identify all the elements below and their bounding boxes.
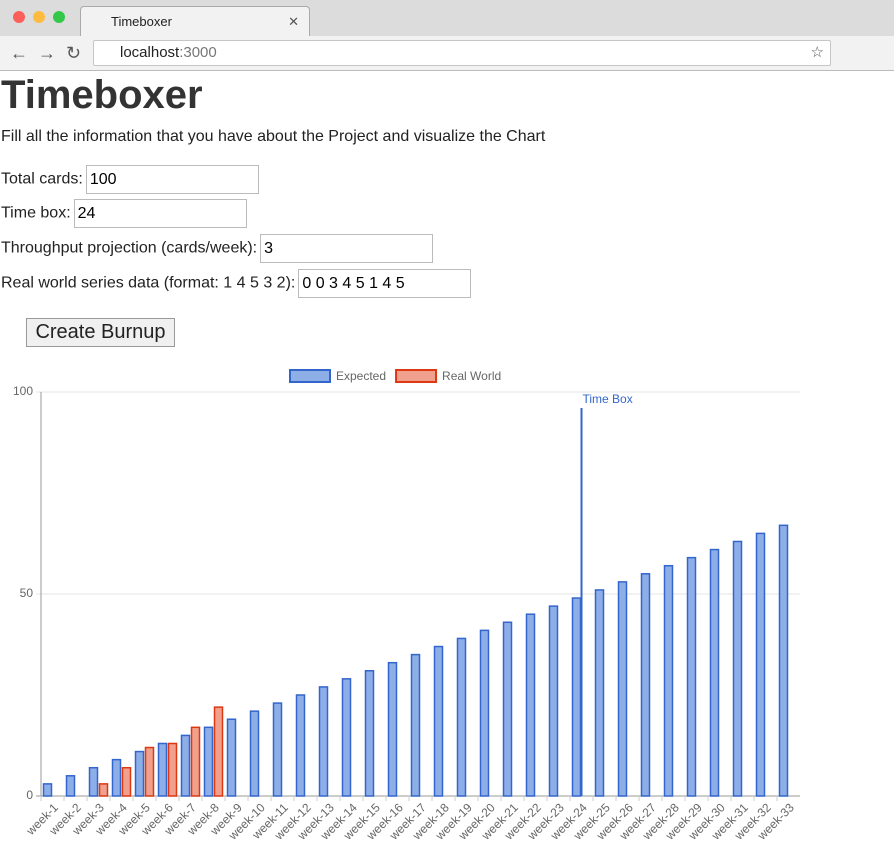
bar [213, 706, 224, 797]
bar [134, 750, 145, 797]
url-host: localhost [120, 44, 180, 61]
bar [410, 653, 421, 797]
bar [433, 645, 444, 797]
zoom-dot[interactable] [53, 11, 65, 23]
bar [341, 678, 352, 797]
field-input[interactable]: 3 [260, 234, 434, 263]
bar [98, 783, 109, 797]
bar [502, 621, 513, 797]
y-tick-label: 0 [26, 788, 33, 802]
bar [686, 556, 697, 797]
tab[interactable]: Timeboxer ✕ [80, 6, 310, 36]
bar [778, 524, 789, 797]
legend-label: Real World [442, 369, 501, 383]
minimize-dot[interactable] [33, 11, 45, 23]
bar [295, 694, 306, 797]
y-tick-label: 100 [13, 384, 33, 398]
field-label: Real world series data (format: 1 4 5 3 … [1, 274, 296, 292]
annotation-label: Time Box [583, 392, 633, 406]
description: Fill all the information that you have a… [1, 128, 546, 145]
field-input[interactable]: 24 [73, 199, 247, 228]
field-row: Total cards: 100 [1, 165, 259, 194]
bar [387, 661, 398, 797]
bar [318, 686, 329, 797]
bar [456, 637, 467, 797]
bar [190, 726, 201, 797]
create-button[interactable]: Create Burnup [26, 318, 175, 347]
bar [180, 734, 191, 797]
field-input[interactable]: 100 [85, 165, 259, 194]
bookmark-star[interactable]: ☆ [810, 44, 824, 61]
bar [617, 581, 628, 797]
bar [249, 710, 260, 797]
field-row: Throughput projection (cards/week): 3 [1, 234, 434, 263]
bar [732, 540, 743, 797]
bar [548, 605, 559, 797]
bar [364, 670, 375, 797]
legend-swatch [395, 369, 438, 383]
y-tick-label: 50 [20, 586, 34, 600]
heading: Timeboxer [1, 73, 203, 117]
field-row: Real world series data (format: 1 4 5 3 … [1, 269, 472, 298]
tab-title: Timeboxer [111, 14, 172, 29]
close-dot[interactable] [13, 11, 25, 23]
bar [88, 766, 99, 797]
bar [640, 573, 651, 797]
bar [663, 564, 674, 797]
bar [709, 548, 720, 797]
bar [121, 766, 132, 797]
tab-close[interactable]: ✕ [288, 14, 299, 29]
bar [65, 775, 76, 797]
bar [226, 718, 237, 797]
legend-label: Expected [336, 369, 386, 383]
bar [272, 702, 283, 797]
bar [42, 783, 53, 797]
bar [111, 758, 122, 797]
field-input[interactable]: 0 0 3 4 5 1 4 5 [298, 269, 472, 298]
field-label: Total cards: [1, 170, 83, 188]
bar [479, 629, 490, 797]
bar [755, 532, 766, 797]
address-bar[interactable]: localhost:3000 ☆ [93, 40, 831, 66]
bar [167, 742, 178, 797]
field-label: Throughput projection (cards/week): [1, 239, 258, 257]
bar [157, 742, 168, 797]
field-label: Time box: [1, 204, 71, 222]
bar [203, 726, 214, 797]
bar [144, 746, 155, 797]
nav-buttons[interactable]: ← → ↻ [10, 43, 82, 63]
legend-swatch [289, 369, 331, 383]
field-row: Time box: 24 [1, 199, 247, 228]
bar [525, 613, 536, 797]
bar [594, 589, 605, 797]
url-port: :3000 [179, 44, 217, 61]
bar [571, 597, 582, 797]
